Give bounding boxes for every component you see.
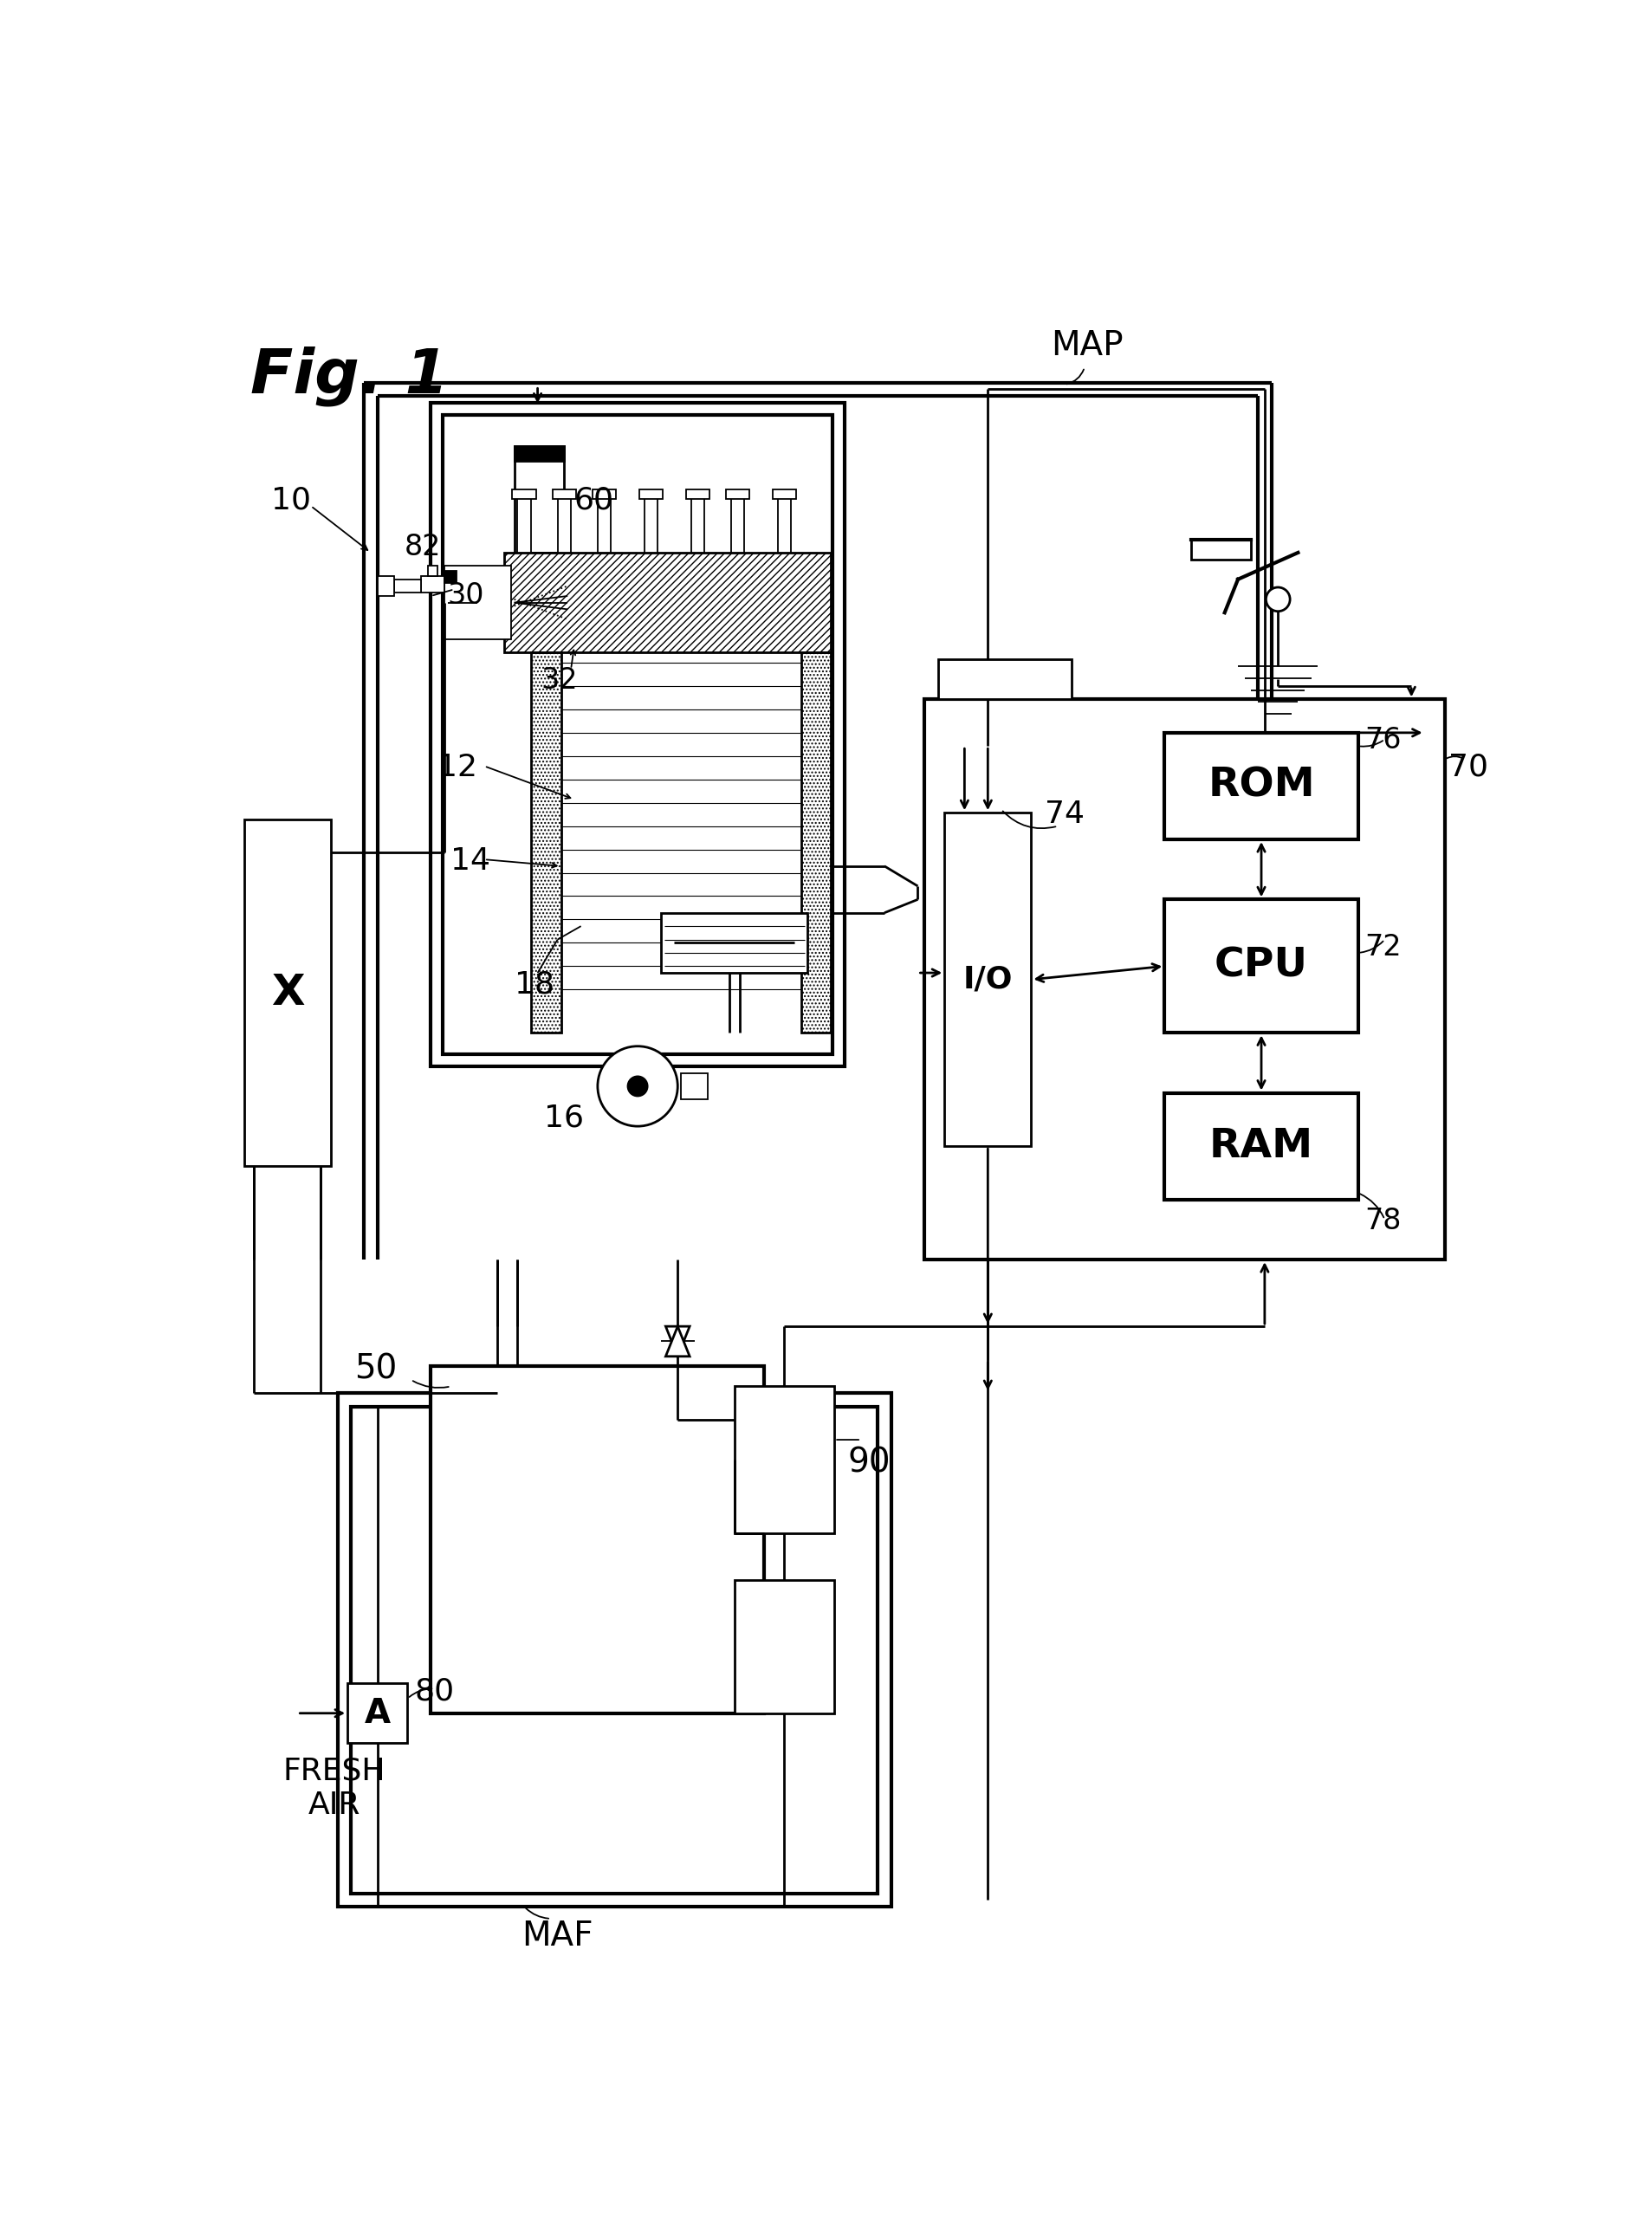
Text: 32: 32 bbox=[540, 667, 578, 696]
Text: 10: 10 bbox=[271, 485, 311, 516]
Bar bbox=[443, 414, 833, 1054]
Bar bbox=[530, 653, 560, 1032]
Bar bbox=[337, 1393, 890, 1907]
Text: A: A bbox=[363, 1697, 390, 1730]
Text: 18: 18 bbox=[514, 970, 553, 999]
Bar bbox=[598, 496, 611, 552]
Bar bbox=[393, 580, 421, 594]
Text: CPU: CPU bbox=[1214, 946, 1307, 986]
Bar bbox=[512, 490, 535, 498]
Text: Fig. 1: Fig. 1 bbox=[251, 346, 449, 405]
Text: 76: 76 bbox=[1365, 727, 1401, 755]
Text: 72: 72 bbox=[1365, 933, 1401, 961]
Bar bbox=[1191, 538, 1251, 558]
Bar bbox=[431, 403, 844, 1065]
Text: 30: 30 bbox=[448, 583, 484, 611]
Text: FRESH
AIR: FRESH AIR bbox=[282, 1756, 385, 1821]
Bar bbox=[431, 1367, 763, 1712]
Bar bbox=[725, 490, 750, 498]
Text: 80: 80 bbox=[415, 1677, 454, 1706]
Text: 74: 74 bbox=[1044, 800, 1084, 828]
Text: 16: 16 bbox=[544, 1103, 583, 1132]
Bar bbox=[730, 496, 743, 552]
Bar bbox=[778, 496, 791, 552]
Bar bbox=[943, 813, 1031, 1145]
Bar bbox=[681, 1072, 707, 1099]
Bar bbox=[514, 445, 563, 461]
Bar bbox=[504, 552, 831, 653]
Bar bbox=[801, 653, 831, 1032]
Text: 50: 50 bbox=[355, 1353, 396, 1387]
Text: 82: 82 bbox=[405, 532, 441, 560]
Bar bbox=[1165, 733, 1358, 839]
Text: 12: 12 bbox=[438, 753, 477, 782]
Bar bbox=[686, 490, 709, 498]
Bar bbox=[444, 571, 456, 583]
Bar bbox=[557, 496, 570, 552]
Text: 60: 60 bbox=[573, 485, 615, 516]
Bar bbox=[347, 1683, 408, 1743]
Bar bbox=[733, 1579, 834, 1712]
Bar bbox=[639, 490, 662, 498]
Bar bbox=[244, 820, 330, 1167]
Circle shape bbox=[1265, 587, 1289, 611]
Polygon shape bbox=[666, 1327, 689, 1356]
Bar bbox=[771, 490, 796, 498]
Bar bbox=[517, 496, 530, 552]
Bar bbox=[350, 1407, 877, 1894]
Text: MAF: MAF bbox=[522, 1920, 593, 1954]
Bar bbox=[1165, 899, 1358, 1032]
Bar bbox=[1165, 1092, 1358, 1201]
Text: ROM: ROM bbox=[1208, 766, 1315, 806]
Text: I/O: I/O bbox=[963, 966, 1013, 995]
Text: 70: 70 bbox=[1447, 753, 1487, 782]
Bar bbox=[552, 490, 577, 498]
Bar bbox=[444, 567, 510, 640]
Circle shape bbox=[628, 1076, 648, 1096]
Bar bbox=[377, 576, 393, 596]
Bar bbox=[733, 1387, 834, 1533]
Polygon shape bbox=[666, 1327, 689, 1356]
Bar bbox=[937, 660, 1070, 700]
Text: MAP: MAP bbox=[1051, 330, 1123, 363]
Bar bbox=[691, 496, 704, 552]
Bar bbox=[591, 490, 616, 498]
Text: 14: 14 bbox=[451, 846, 491, 875]
Circle shape bbox=[598, 1045, 677, 1125]
Bar bbox=[644, 496, 657, 552]
Bar bbox=[421, 576, 444, 594]
Bar bbox=[923, 700, 1444, 1260]
Bar bbox=[428, 567, 438, 576]
Text: RAM: RAM bbox=[1209, 1127, 1313, 1165]
Bar bbox=[661, 913, 808, 972]
Text: 78: 78 bbox=[1365, 1207, 1401, 1236]
Text: X: X bbox=[271, 972, 304, 1014]
Text: 90: 90 bbox=[847, 1446, 890, 1480]
Bar bbox=[514, 445, 563, 552]
